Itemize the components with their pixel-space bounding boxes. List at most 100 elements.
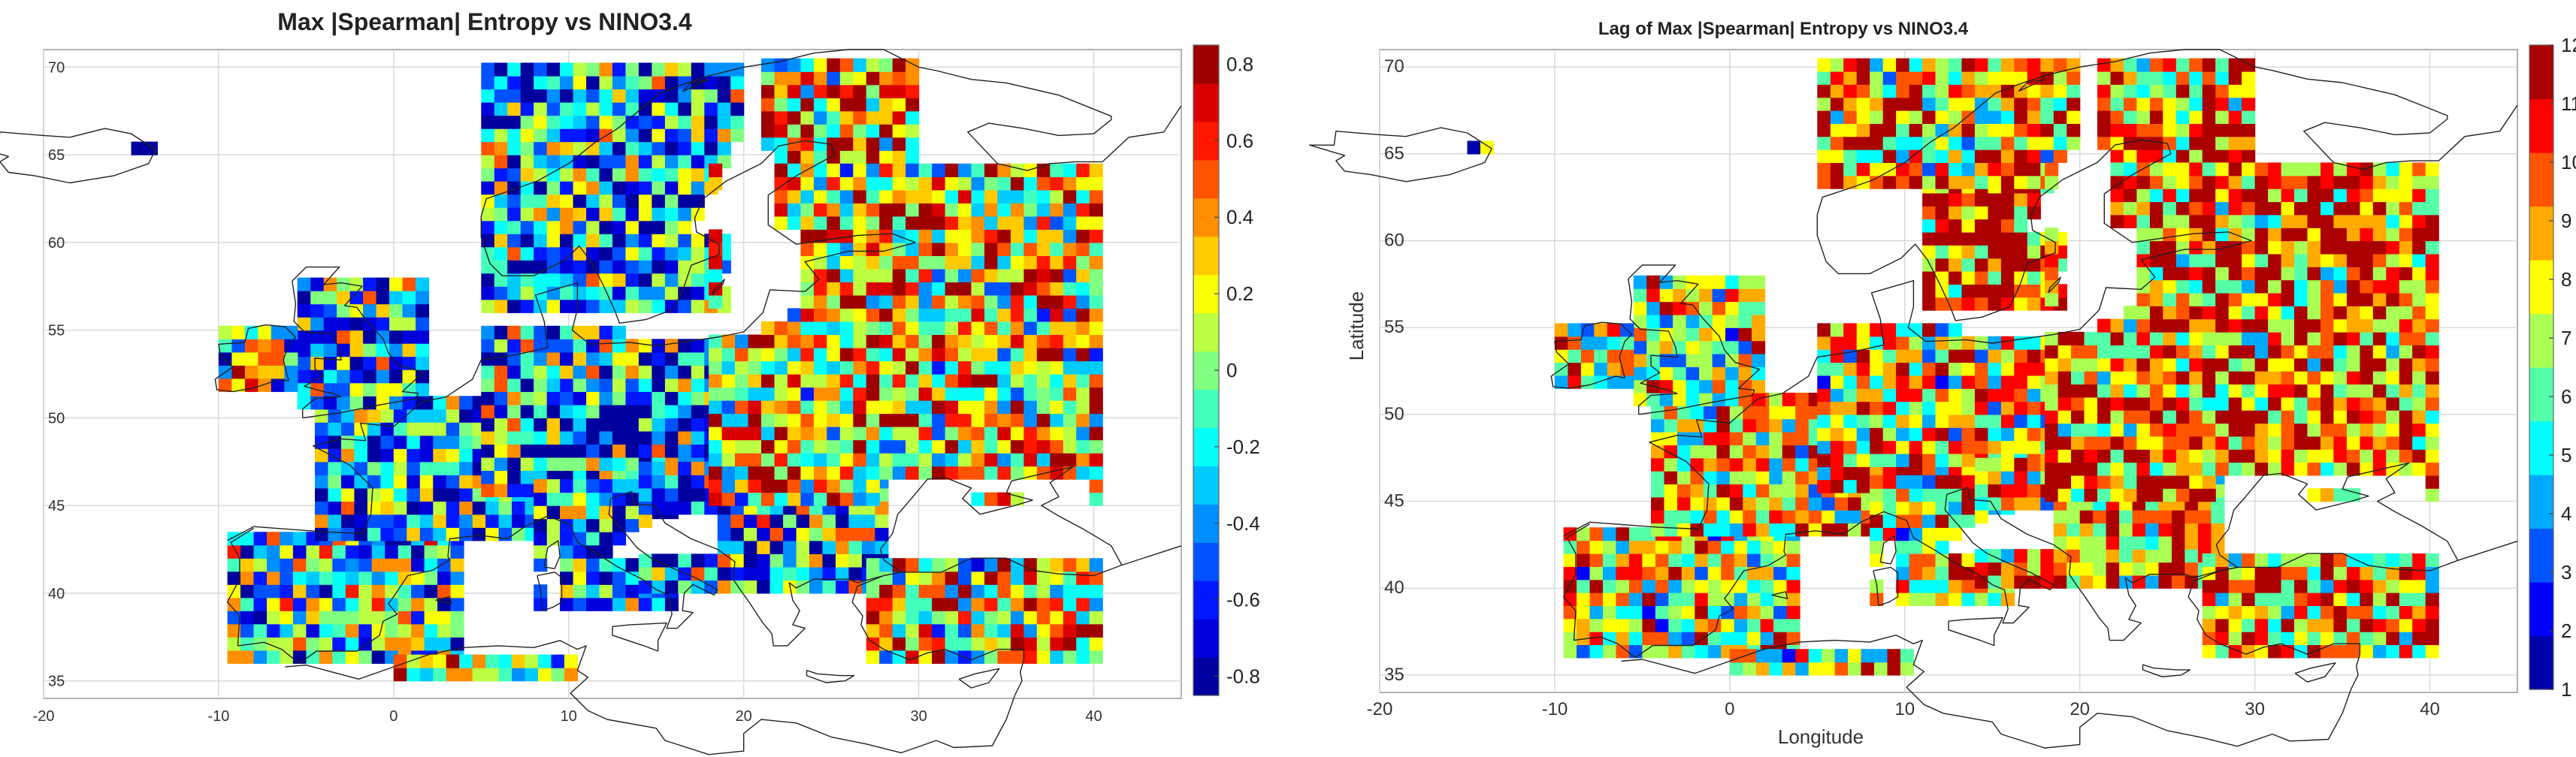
heatmap-cell: [367, 448, 381, 463]
heatmap-cell: [1760, 605, 1774, 620]
heatmap-cell: [1725, 392, 1740, 406]
heatmap-cell: [2425, 306, 2439, 320]
heatmap-cell: [625, 89, 639, 103]
heatmap-cell: [2333, 553, 2348, 567]
heatmap-cell: [827, 334, 841, 348]
heatmap-cell: [1729, 649, 1743, 663]
heatmap-cell: [1010, 163, 1024, 177]
heatmap-cell: [367, 487, 381, 502]
heatmap-cell: [2202, 475, 2216, 489]
heatmap-cell: [240, 637, 255, 651]
heatmap-cell: [1961, 192, 1976, 207]
heatmap-cell: [678, 286, 692, 300]
heatmap-cell: [2321, 240, 2335, 255]
heatmap-cell: [971, 189, 985, 204]
heatmap-cell: [1935, 579, 1949, 593]
heatmap-cell: [481, 325, 495, 339]
heatmap-cell: [625, 430, 639, 445]
heatmap-cell: [918, 321, 933, 335]
heatmap-cell: [730, 540, 745, 554]
heatmap-cell: [1699, 379, 1713, 394]
heatmap-cell: [494, 325, 508, 339]
heatmap-cell: [813, 110, 827, 125]
heatmap-cell: [971, 637, 985, 651]
heatmap-cell: [1896, 388, 1910, 403]
heatmap-cell: [586, 115, 600, 129]
heatmap-cell: [813, 374, 827, 388]
heatmap-cell: [1861, 662, 1875, 676]
heatmap-cell: [1961, 297, 1976, 311]
heatmap-cell: [2228, 240, 2242, 255]
heatmap-cell: [1023, 427, 1038, 441]
heatmap-cell: [1633, 314, 1647, 328]
heatmap-cell: [481, 128, 495, 143]
heatmap-cell: [349, 330, 364, 344]
heatmap-cell: [984, 176, 999, 191]
heatmap-cell: [1089, 294, 1103, 309]
heatmap-cell: [573, 115, 587, 129]
heatmap-cell: [1961, 427, 1976, 442]
heatmap-cell: [761, 387, 776, 401]
heatmap-cell: [358, 597, 373, 611]
heatmap-cell: [2321, 228, 2335, 242]
heatmap-cell: [1935, 323, 1949, 337]
heatmap-cell: [822, 566, 836, 581]
heatmap-cell: [534, 62, 548, 77]
heatmap-cell: [1577, 527, 1591, 541]
heatmap-cell: [560, 128, 574, 143]
heatmap-cell: [2000, 258, 2015, 272]
heatmap-cell: [1076, 255, 1090, 270]
heatmap-cell: [2123, 136, 2137, 150]
heatmap-cell: [1023, 360, 1038, 375]
heatmap-cell: [1974, 484, 1988, 498]
heatmap-cell: [2346, 449, 2360, 463]
heatmap-cell: [638, 220, 652, 234]
heatmap-cell: [1699, 275, 1713, 289]
heatmap-cell: [2027, 484, 2041, 498]
heatmap-cell: [1988, 71, 2002, 85]
heatmap-cell: [800, 150, 815, 164]
heatmap-cell: [586, 532, 600, 546]
heatmap-cell: [2027, 349, 2041, 363]
heatmap-cell: [774, 360, 788, 375]
heatmap-cell: [879, 229, 893, 243]
heatmap-cell: [573, 532, 587, 546]
heatmap-cell: [380, 422, 395, 436]
heatmap-cell: [906, 71, 920, 86]
heatmap-cell: [2079, 549, 2094, 563]
coastline-path: [227, 49, 1182, 541]
heatmap-cell: [997, 189, 1011, 204]
heatmap-cell: [853, 374, 867, 388]
heatmap-cell: [507, 483, 522, 497]
heatmap-cell: [2268, 397, 2282, 411]
heatmap-cell: [1843, 162, 1858, 176]
heatmap-cell: [735, 492, 749, 506]
y-axis-label: Latitude: [1345, 291, 1368, 361]
heatmap-cell: [2412, 279, 2426, 294]
heatmap-cell: [1974, 562, 1988, 576]
y-tick-label: 60: [1384, 230, 1404, 250]
heatmap-cell: [328, 487, 342, 502]
heatmap-cell: [2360, 228, 2374, 242]
heatmap-cell: [906, 466, 920, 480]
x-tick-label: -10: [207, 708, 229, 725]
heatmap-cell: [2175, 397, 2190, 411]
heatmap-cell: [709, 360, 723, 375]
heatmap-cell: [2307, 462, 2321, 476]
heatmap-cell: [402, 277, 416, 291]
heatmap-cell: [2149, 267, 2163, 281]
heatmap-cell: [1673, 340, 1687, 354]
heatmap-cell: [231, 325, 246, 339]
heatmap-cell: [2071, 345, 2085, 359]
heatmap-cell: [1949, 245, 1963, 259]
heatmap-cell: [866, 321, 880, 335]
heatmap-cell: [1949, 453, 1963, 467]
heatmap-cell: [822, 527, 836, 541]
heatmap-cell: [2360, 462, 2374, 476]
heatmap-cell: [2412, 436, 2426, 450]
heatmap-cell: [2333, 188, 2348, 203]
heatmap-cell: [1063, 400, 1077, 415]
heatmap-cell: [1036, 203, 1051, 217]
heatmap-cell: [918, 348, 933, 362]
heatmap-cell: [2399, 214, 2413, 228]
